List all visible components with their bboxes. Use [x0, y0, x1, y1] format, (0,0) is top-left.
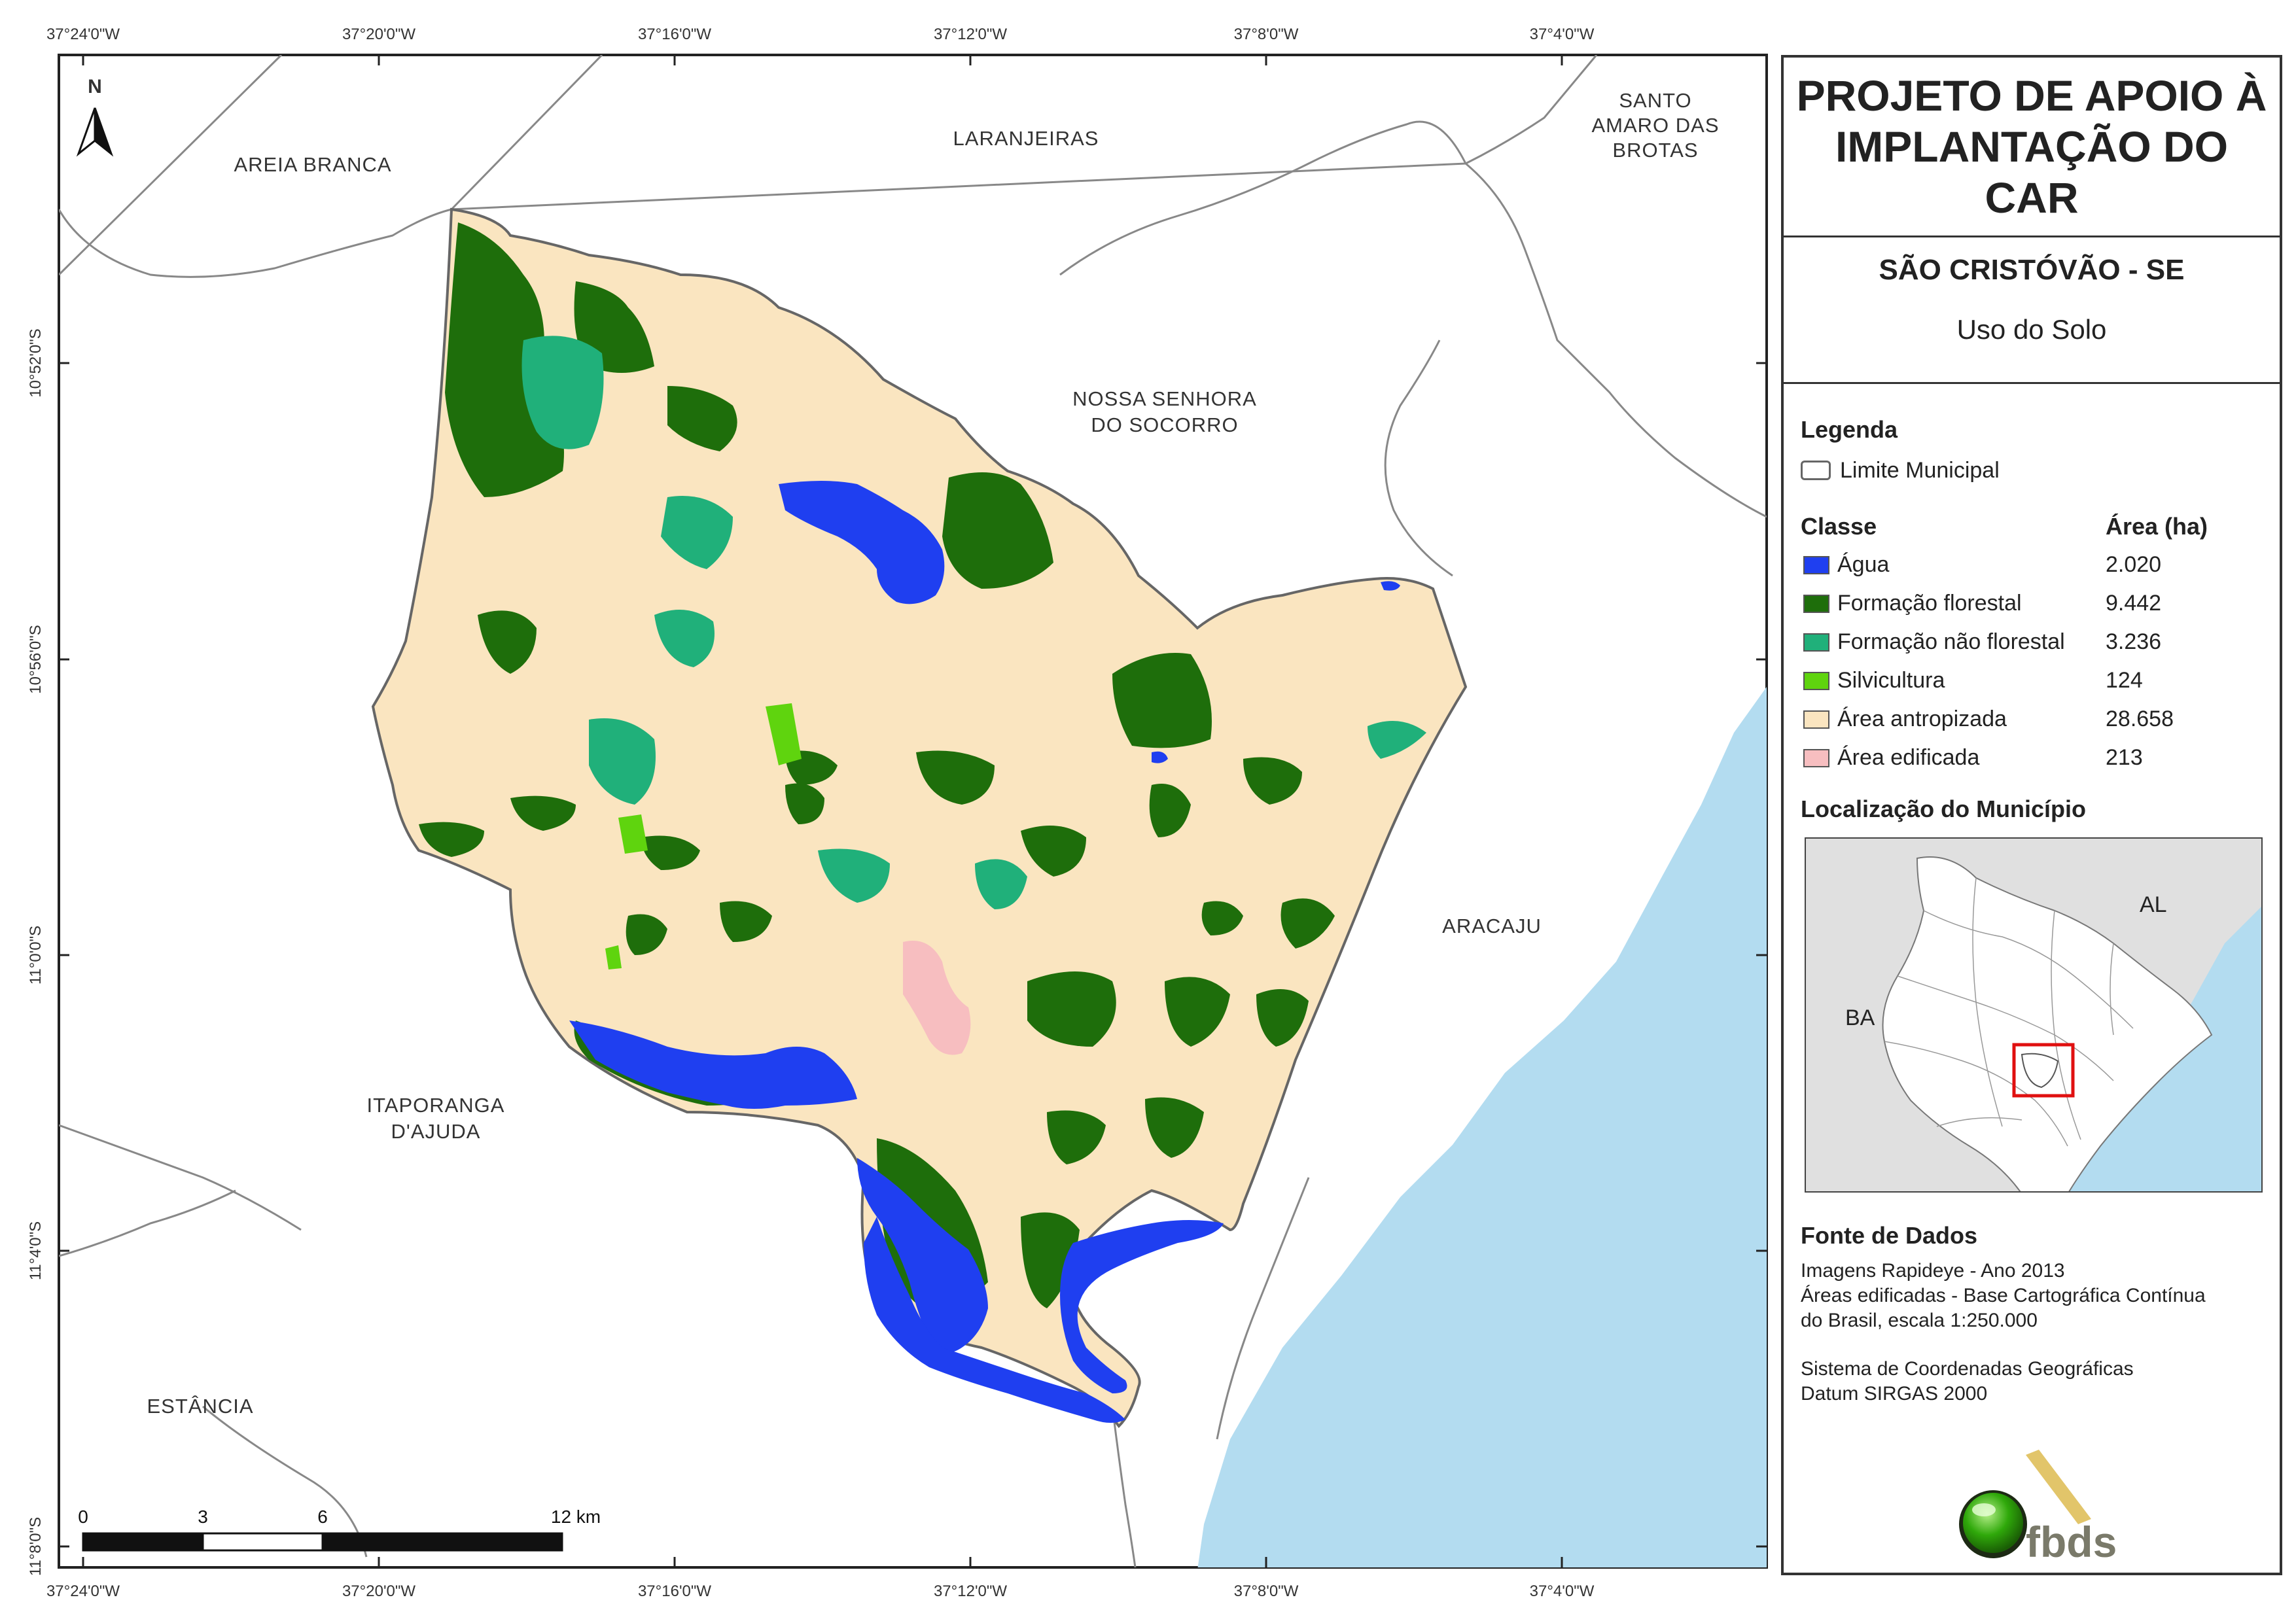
inset-municipal-lines [1884, 877, 2134, 1147]
longitude-label-bottom: 37°8'0"W [1234, 1582, 1299, 1600]
legend-class-area: 28.658 [2106, 707, 2174, 731]
latitude-label-left: 10°52'0"S [27, 328, 44, 397]
svg-text:N: N [88, 76, 102, 97]
legend-heading: Legenda [1801, 416, 1898, 443]
longitude-label-bottom: 37°16'0"W [638, 1582, 711, 1600]
area-heading: Área (ha) [2106, 513, 2208, 540]
legend-class-label: Silvicultura [1837, 668, 1945, 693]
legend-swatch [1803, 595, 1829, 613]
scale-bar: 0 3 6 12 km [78, 1507, 601, 1552]
scale-label-3: 3 [198, 1507, 208, 1527]
limit-swatch [1801, 461, 1831, 480]
longitude-label-top: 37°8'0"W [1234, 26, 1299, 43]
latitude-label-left: 11°4'0"S [27, 1221, 44, 1280]
legend-swatch [1803, 556, 1829, 574]
inset-highlight-municipality [2021, 1053, 2059, 1089]
legend-class-label: Formação não florestal [1837, 629, 2065, 654]
source-line-1: Imagens Rapideye - Ano 2013 [1801, 1260, 2065, 1282]
scale-label-0: 0 [78, 1507, 88, 1527]
legend-class-label: Formação florestal [1837, 591, 2022, 616]
legend-swatch [1803, 672, 1829, 690]
neighbor-boundaries [59, 55, 1767, 1567]
info-panel: PROJETO DE APOIO À IMPLANTAÇÃO DO CAR SÃ… [1781, 55, 2282, 1575]
label-nossa-senhora-1: NOSSA SENHORA [1072, 387, 1257, 410]
title-line-1: PROJETO DE APOIO À [1796, 71, 2267, 120]
legend-class-area: 213 [2106, 745, 2143, 770]
ocean-area [1197, 687, 1767, 1567]
inset-label-al: AL [2140, 892, 2167, 917]
legend-class-area: 2.020 [2106, 552, 2162, 577]
location-heading: Localização do Município [1801, 795, 2087, 822]
legend-class-label: Água [1837, 552, 1890, 577]
label-santo-amaro-3: BROTAS [1612, 139, 1698, 162]
north-arrow: N [76, 76, 114, 157]
map-canvas: AREIA BRANCA LARANJEIRAS SANTO AMARO DAS… [27, 26, 1768, 1600]
municipality-name: SÃO CRISTÓVÃO - SE [1879, 254, 2185, 286]
longitude-label-bottom: 37°4'0"W [1530, 1582, 1595, 1600]
label-estancia: ESTÂNCIA [147, 1395, 253, 1418]
legend-class-label: Área edificada [1837, 745, 1980, 770]
longitude-label-top: 37°20'0"W [342, 26, 415, 43]
source-line-3: do Brasil, escala 1:250.000 [1801, 1310, 2038, 1331]
label-santo-amaro-2: AMARO DAS [1591, 114, 1719, 137]
latitude-label-left: 11°0'0"S [27, 926, 44, 985]
class-heading: Classe [1801, 513, 1877, 540]
svg-text:fbds: fbds [2026, 1518, 2117, 1566]
longitude-label-top: 37°16'0"W [638, 26, 711, 43]
longitude-label-bottom: 37°24'0"W [46, 1582, 120, 1600]
road-line [59, 55, 283, 276]
legend-swatch [1803, 710, 1829, 729]
fbds-logo: fbds [1947, 1447, 2117, 1571]
legend-swatch [1803, 633, 1829, 652]
label-nossa-senhora-2: DO SOCORRO [1091, 413, 1238, 436]
longitude-label-bottom: 37°20'0"W [342, 1582, 415, 1600]
label-areia-branca: AREIA BRANCA [234, 153, 391, 176]
legend-class-area: 3.236 [2106, 629, 2162, 654]
legend-class-area: 9.442 [2106, 591, 2162, 616]
label-aracaju: ARACAJU [1442, 915, 1542, 937]
longitude-label-top: 37°4'0"W [1530, 26, 1595, 43]
limit-label: Limite Municipal [1840, 458, 2000, 483]
longitude-label-bottom: 37°12'0"W [934, 1582, 1007, 1600]
title-line-2: IMPLANTAÇÃO DO CAR [1835, 122, 2229, 222]
scale-label-12: 12 km [551, 1507, 601, 1527]
crs-line-1: Sistema de Coordenadas Geográficas [1801, 1358, 2134, 1380]
label-santo-amaro-1: SANTO [1619, 89, 1691, 112]
label-itaporanga-2: D'AJUDA [391, 1120, 481, 1143]
land-use-patches [419, 222, 1426, 1423]
crs-line-2: Datum SIRGAS 2000 [1801, 1383, 1988, 1405]
inset-label-ba: BA [1845, 1005, 1875, 1030]
map-theme: Uso do Solo [1956, 314, 2107, 345]
title-block: PROJETO DE APOIO À IMPLANTAÇÃO DO CAR [1784, 58, 2280, 236]
longitude-label-top: 37°12'0"W [934, 26, 1007, 43]
sources-heading: Fonte de Dados [1801, 1222, 1978, 1249]
inset-locator-box [2012, 1043, 2075, 1098]
latitude-label-left: 10°56'0"S [27, 625, 44, 693]
legend-class-label: Área antropizada [1837, 707, 2007, 731]
longitude-label-top: 37°24'0"W [46, 26, 120, 43]
label-itaporanga-1: ITAPORANGA [367, 1094, 505, 1117]
legend-class-area: 124 [2106, 668, 2143, 693]
source-line-2: Áreas edificadas - Base Cartográfica Con… [1801, 1285, 2206, 1306]
legend-swatch [1803, 749, 1829, 767]
inset-state-sergipe [1882, 856, 2213, 1191]
location-inset-map: AL BA [1805, 837, 2263, 1193]
scale-label-6: 6 [317, 1507, 328, 1527]
label-laranjeiras: LARANJEIRAS [953, 127, 1099, 150]
latitude-label-left: 11°8'0"S [27, 1517, 44, 1576]
